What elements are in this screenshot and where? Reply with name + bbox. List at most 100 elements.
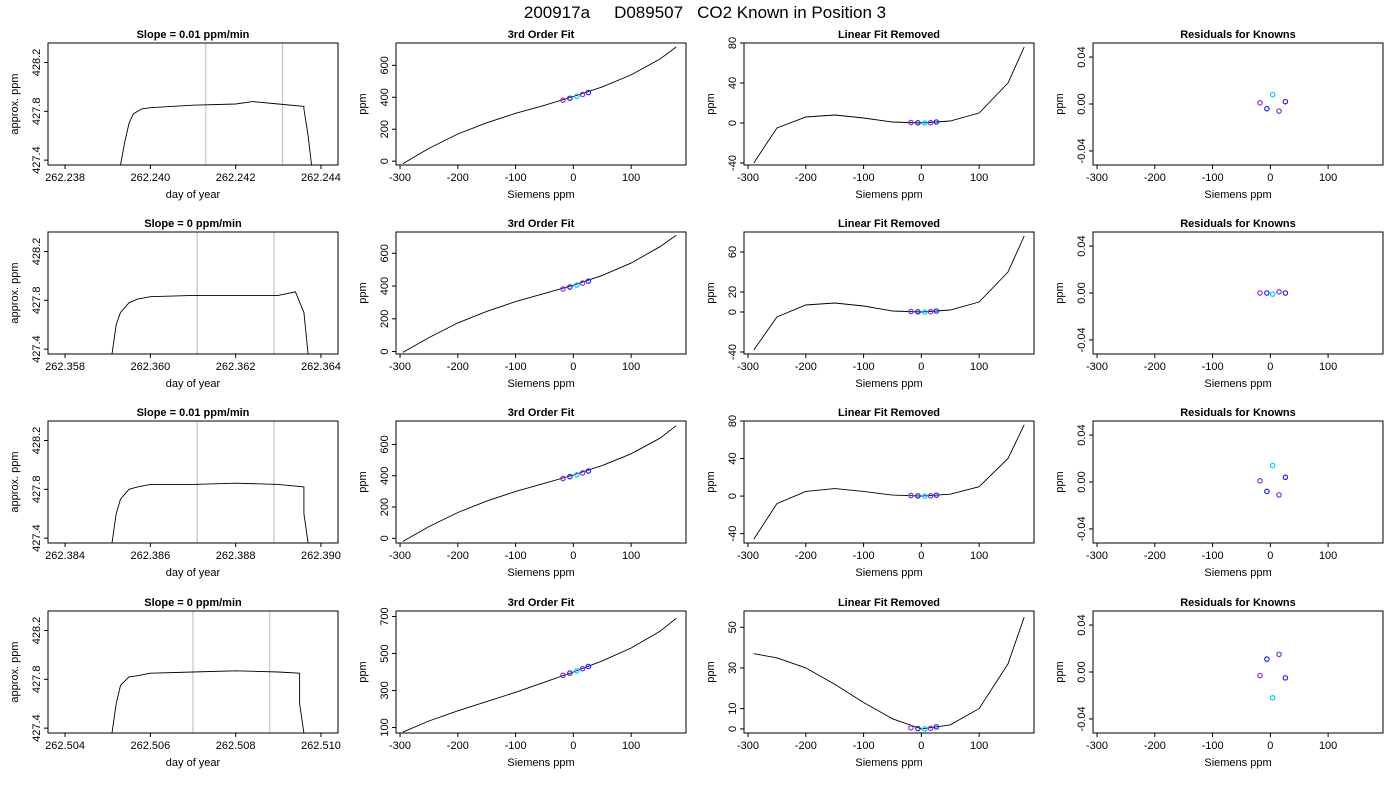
y-tick-label: 400 bbox=[379, 88, 391, 106]
known-point bbox=[585, 468, 592, 474]
x-tick-label: 262.506 bbox=[130, 740, 170, 752]
panel-title: Residuals for Knowns bbox=[1180, 597, 1296, 609]
known-point bbox=[560, 286, 566, 292]
x-axis-label: Siemens ppm bbox=[507, 378, 574, 390]
panel-2-2: 3rd Order Fit -300 -200 -100 0 100 0 200 400 600 S… bbox=[357, 218, 687, 390]
x-tick-label: -100 bbox=[505, 550, 527, 562]
y-tick-label: 50 bbox=[727, 621, 739, 633]
tank-id: D089507 bbox=[614, 3, 683, 22]
x-tick-label: -200 bbox=[795, 172, 817, 184]
y-tick-label: 427.8 bbox=[31, 287, 43, 315]
x-axis-label: Siemens ppm bbox=[507, 567, 574, 579]
plot-area bbox=[753, 235, 1025, 351]
panel-3-2: 3rd Order Fit -300 -200 -100 0 100 0 200 400 600 S… bbox=[357, 407, 687, 579]
y-axis-label: ppm bbox=[357, 661, 369, 682]
y-tick-label: 200 bbox=[379, 498, 391, 516]
residual-point bbox=[1276, 492, 1282, 498]
x-tick-label: 100 bbox=[1319, 550, 1337, 562]
x-axis-label: Siemens ppm bbox=[1204, 757, 1271, 769]
y-tick-label: 428.2 bbox=[31, 238, 43, 266]
y-tick-label: 700 bbox=[379, 607, 391, 625]
plot-area bbox=[111, 670, 305, 733]
known-point bbox=[579, 665, 586, 672]
x-tick-label: 0 bbox=[918, 361, 924, 373]
known-point bbox=[922, 309, 928, 315]
panel-title: Residuals for Knowns bbox=[1180, 29, 1296, 41]
plot-frame bbox=[47, 420, 339, 544]
x-axis-label: Siemens ppm bbox=[855, 189, 922, 201]
known-point bbox=[922, 493, 928, 499]
y-tick-label: 40 bbox=[727, 77, 739, 89]
panel-title: Linear Fit Removed bbox=[838, 597, 940, 609]
panel-title: 3rd Order Fit bbox=[508, 407, 575, 419]
x-tick-label: -200 bbox=[795, 550, 817, 562]
residual-point bbox=[1264, 105, 1270, 112]
panel-2-1: Slope = 0 ppm/min 262.358 262.360 262.362 26… bbox=[9, 218, 341, 390]
y-axis-label: approx. ppm bbox=[9, 73, 21, 134]
y-tick-label: 0.04 bbox=[1076, 46, 1088, 67]
known-point bbox=[579, 280, 586, 286]
x-tick-label: 262.362 bbox=[216, 361, 256, 373]
x-axis-label: Siemens ppm bbox=[507, 757, 574, 769]
y-tick-label: 200 bbox=[379, 310, 391, 328]
x-tick-label: -100 bbox=[505, 172, 527, 184]
y-tick-label: 0 bbox=[379, 348, 391, 354]
panel-2-3: Linear Fit Removed -300 -200 -100 0 100 -40 0 20… bbox=[705, 218, 1035, 390]
residual-point bbox=[1276, 108, 1282, 114]
y-tick-label: -40 bbox=[727, 526, 739, 542]
residual-point bbox=[1269, 462, 1276, 469]
plot-area bbox=[1257, 651, 1289, 701]
plot-area bbox=[1257, 462, 1289, 498]
x-tick-label: -100 bbox=[853, 740, 875, 752]
x-tick-label: -300 bbox=[737, 361, 759, 373]
y-axis-label: ppm bbox=[705, 282, 717, 303]
panel-title: 3rd Order Fit bbox=[508, 597, 575, 609]
known-point bbox=[927, 725, 934, 732]
panel-grid: Slope = 0.01 ppm/min 262.238 262.240 262.24… bbox=[9, 29, 1384, 769]
x-tick-label: -300 bbox=[389, 361, 411, 373]
known-point bbox=[574, 472, 580, 478]
panel-title: Slope = 0.01 ppm/min bbox=[137, 407, 250, 419]
known-point bbox=[908, 308, 914, 315]
y-tick-label: 0 bbox=[727, 726, 739, 732]
series-line bbox=[402, 618, 677, 733]
y-tick-label: 427.4 bbox=[31, 524, 43, 552]
plot-frame bbox=[743, 231, 1035, 355]
known-point bbox=[574, 668, 580, 674]
y-tick-label: 0.04 bbox=[1076, 424, 1088, 445]
panel-4-1: Slope = 0 ppm/min 262.504 262.506 262.508 26… bbox=[9, 597, 341, 769]
x-tick-label: 0 bbox=[570, 361, 576, 373]
x-tick-label: -100 bbox=[505, 740, 527, 752]
y-axis-label: ppm bbox=[1054, 93, 1066, 114]
x-tick-label: 100 bbox=[1319, 740, 1337, 752]
x-tick-label: -300 bbox=[389, 550, 411, 562]
y-axis-label: ppm bbox=[705, 471, 717, 492]
x-tick-label: 100 bbox=[622, 361, 640, 373]
x-tick-label: -100 bbox=[853, 172, 875, 184]
x-tick-label: -100 bbox=[1202, 740, 1224, 752]
x-tick-label: 100 bbox=[1319, 172, 1337, 184]
figure-description: CO2 Known in Position 3 bbox=[697, 3, 886, 22]
plot-area bbox=[753, 616, 1025, 732]
y-tick-label: 0.00 bbox=[1076, 282, 1088, 303]
plot-frame bbox=[47, 610, 339, 734]
y-tick-label: 0.00 bbox=[1076, 661, 1088, 682]
known-point bbox=[915, 308, 921, 315]
known-point bbox=[927, 308, 934, 315]
panel-4-3: Linear Fit Removed -300 -200 -100 0 100 0 10 30 5… bbox=[705, 597, 1035, 769]
x-tick-label: -200 bbox=[795, 361, 817, 373]
residual-point bbox=[1257, 672, 1263, 679]
series-line bbox=[402, 46, 677, 164]
residual-point bbox=[1257, 290, 1263, 296]
y-tick-label: 80 bbox=[727, 415, 739, 427]
known-point bbox=[922, 726, 928, 732]
known-point bbox=[933, 308, 940, 314]
x-tick-label: 100 bbox=[970, 550, 988, 562]
x-tick-label: 0 bbox=[570, 550, 576, 562]
x-tick-label: -300 bbox=[737, 740, 759, 752]
y-tick-label: -0.04 bbox=[1076, 706, 1088, 731]
x-tick-label: -300 bbox=[1086, 740, 1108, 752]
x-axis-label: Siemens ppm bbox=[1204, 189, 1271, 201]
known-point bbox=[922, 120, 928, 126]
y-tick-label: 0 bbox=[727, 493, 739, 499]
